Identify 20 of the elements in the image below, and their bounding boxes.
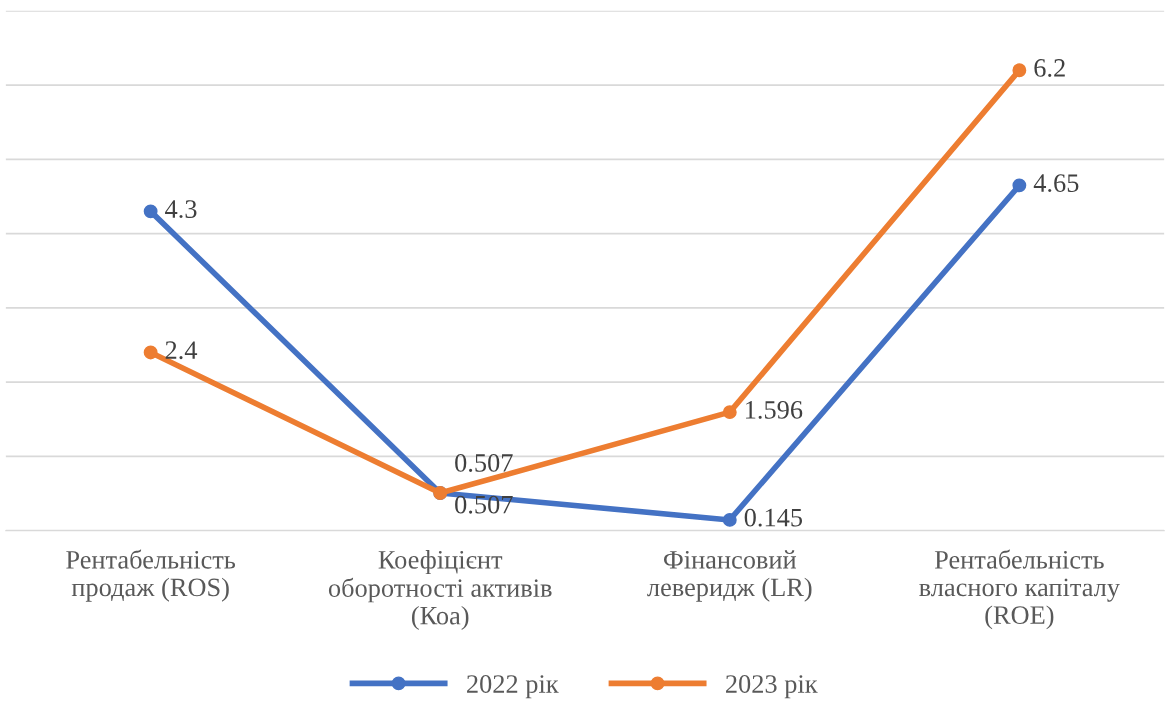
point	[1012, 178, 1027, 193]
point	[722, 512, 737, 527]
point	[722, 405, 737, 420]
x-tick-label: Фінансовий леверидж (LR)	[647, 550, 812, 602]
data-label: 1.596	[746, 401, 803, 419]
data-label: 0.507	[455, 495, 513, 514]
x-tick-label: Рентабельність продаж (ROS)	[66, 549, 236, 602]
x-tick-label: Коефіцієнт оборотності активів (Коа)	[328, 550, 552, 630]
point	[1012, 63, 1027, 78]
legend-label: 2022 рік	[467, 675, 559, 699]
point	[143, 204, 158, 219]
data-label: 0.507	[455, 454, 513, 472]
legend-label: 2023 рік	[726, 675, 818, 699]
point	[143, 345, 158, 360]
data-label: 4.3	[165, 200, 197, 219]
data-label: 2.4	[165, 341, 198, 360]
x-tick-label: Рентабельність власного капіталу (ROE)	[919, 549, 1120, 630]
data-label: 4.65	[1033, 174, 1079, 193]
data-label: 0.145	[744, 508, 803, 527]
data-label: 6.2	[1034, 59, 1065, 77]
